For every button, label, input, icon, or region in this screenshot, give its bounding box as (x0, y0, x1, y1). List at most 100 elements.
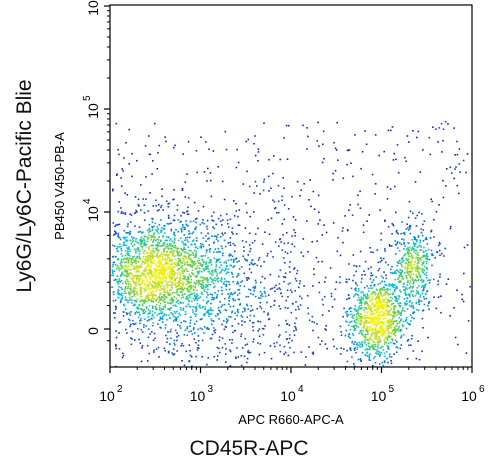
event-dot (353, 274, 355, 277)
event-dot (340, 347, 342, 349)
event-dot (232, 242, 235, 245)
event-dot (356, 348, 359, 351)
event-dot (381, 288, 384, 290)
event-dot (294, 219, 297, 221)
event-dot (191, 260, 194, 262)
event-dot (391, 283, 394, 285)
event-dot (408, 226, 411, 228)
event-dot (190, 254, 192, 256)
event-dot (416, 239, 418, 242)
y-tick-exponent: 5 (82, 95, 93, 101)
event-dot (367, 287, 370, 290)
event-dot (152, 301, 155, 303)
event-dot (189, 325, 191, 327)
event-dot (234, 329, 237, 332)
event-dot (171, 269, 174, 271)
event-dot (195, 221, 197, 224)
event-dot (116, 267, 118, 270)
event-dot (236, 347, 238, 349)
event-dot (369, 336, 372, 339)
event-dot (360, 360, 362, 363)
event-dot (180, 229, 183, 231)
event-dot (156, 262, 159, 264)
event-dot (261, 243, 264, 245)
event-dot (207, 300, 210, 302)
event-dot (376, 310, 378, 313)
event-dot (410, 306, 413, 308)
event-dot (173, 296, 176, 298)
event-dot (168, 307, 171, 310)
event-dot (420, 249, 423, 251)
event-dot (118, 236, 121, 239)
event-dot (191, 365, 193, 368)
event-dot (210, 195, 213, 198)
event-dot (385, 351, 388, 353)
event-dot (413, 281, 415, 284)
event-dot (393, 320, 395, 323)
event-dot (354, 281, 357, 284)
event-dot (169, 268, 172, 270)
event-dot (218, 351, 221, 354)
event-dot (442, 139, 444, 142)
event-dot (127, 247, 129, 250)
event-dot (156, 298, 159, 300)
event-dot (163, 313, 166, 315)
event-dot (171, 278, 173, 280)
event-dot (401, 258, 403, 261)
event-dot (387, 314, 390, 316)
event-dot (400, 263, 403, 266)
event-dot (377, 335, 380, 338)
event-dot (250, 261, 252, 264)
event-dot (376, 349, 378, 351)
event-dot (396, 270, 399, 272)
event-dot (387, 305, 390, 308)
event-dot (216, 236, 218, 238)
event-dot (360, 308, 362, 310)
event-dot (178, 312, 180, 315)
event-dot (186, 326, 189, 328)
event-dot (139, 300, 141, 303)
event-dot (293, 245, 296, 248)
event-dot (196, 171, 198, 174)
event-dot (283, 353, 285, 355)
event-dot (151, 271, 153, 273)
event-dot (384, 283, 386, 286)
event-dot (137, 231, 140, 233)
event-dot (158, 203, 160, 206)
x-axis-label: APC R660-APC-A (238, 412, 344, 427)
event-dot (378, 328, 381, 330)
event-dot (128, 259, 130, 262)
event-dot (420, 286, 423, 288)
event-dot (153, 238, 155, 240)
y-axis-ticks: 0104105106 (82, 0, 110, 342)
event-dot (376, 352, 378, 355)
event-dot (206, 267, 208, 269)
event-dot (384, 330, 387, 333)
event-dot (219, 300, 221, 303)
event-dot (466, 244, 469, 246)
event-dot (152, 235, 154, 237)
event-dot (250, 305, 253, 307)
event-dot (205, 277, 208, 280)
event-dot (421, 281, 424, 284)
event-dot (168, 294, 170, 296)
event-dot (415, 267, 418, 269)
event-dot (317, 336, 320, 339)
event-dot (244, 344, 247, 346)
event-dot (413, 251, 415, 253)
event-dot (199, 296, 202, 298)
event-dot (456, 289, 458, 292)
event-dot (203, 277, 206, 280)
event-dot (340, 331, 342, 333)
event-dot (203, 261, 205, 263)
event-dot (295, 280, 298, 282)
event-dot (135, 292, 138, 295)
event-dot (238, 260, 240, 262)
event-dot (223, 283, 225, 286)
event-dot (294, 290, 296, 292)
event-dot (164, 280, 166, 282)
event-dot (408, 286, 411, 289)
event-dot (196, 265, 199, 267)
event-dot (220, 245, 223, 247)
event-dot (194, 218, 197, 220)
